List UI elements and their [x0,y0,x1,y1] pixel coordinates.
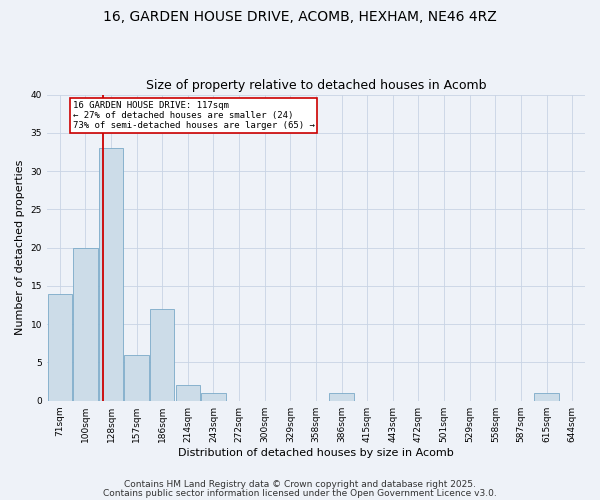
Bar [47,294,72,401]
Bar [329,393,354,400]
Bar [201,393,226,400]
Bar [73,248,98,400]
Bar [150,309,175,400]
Bar [99,148,123,401]
Bar [176,386,200,400]
Bar [124,355,149,401]
Text: 16, GARDEN HOUSE DRIVE, ACOMB, HEXHAM, NE46 4RZ: 16, GARDEN HOUSE DRIVE, ACOMB, HEXHAM, N… [103,10,497,24]
X-axis label: Distribution of detached houses by size in Acomb: Distribution of detached houses by size … [178,448,454,458]
Title: Size of property relative to detached houses in Acomb: Size of property relative to detached ho… [146,79,486,92]
Y-axis label: Number of detached properties: Number of detached properties [15,160,25,336]
Text: Contains public sector information licensed under the Open Government Licence v3: Contains public sector information licen… [103,488,497,498]
Text: 16 GARDEN HOUSE DRIVE: 117sqm
← 27% of detached houses are smaller (24)
73% of s: 16 GARDEN HOUSE DRIVE: 117sqm ← 27% of d… [73,100,314,130]
Bar [535,393,559,400]
Text: Contains HM Land Registry data © Crown copyright and database right 2025.: Contains HM Land Registry data © Crown c… [124,480,476,489]
